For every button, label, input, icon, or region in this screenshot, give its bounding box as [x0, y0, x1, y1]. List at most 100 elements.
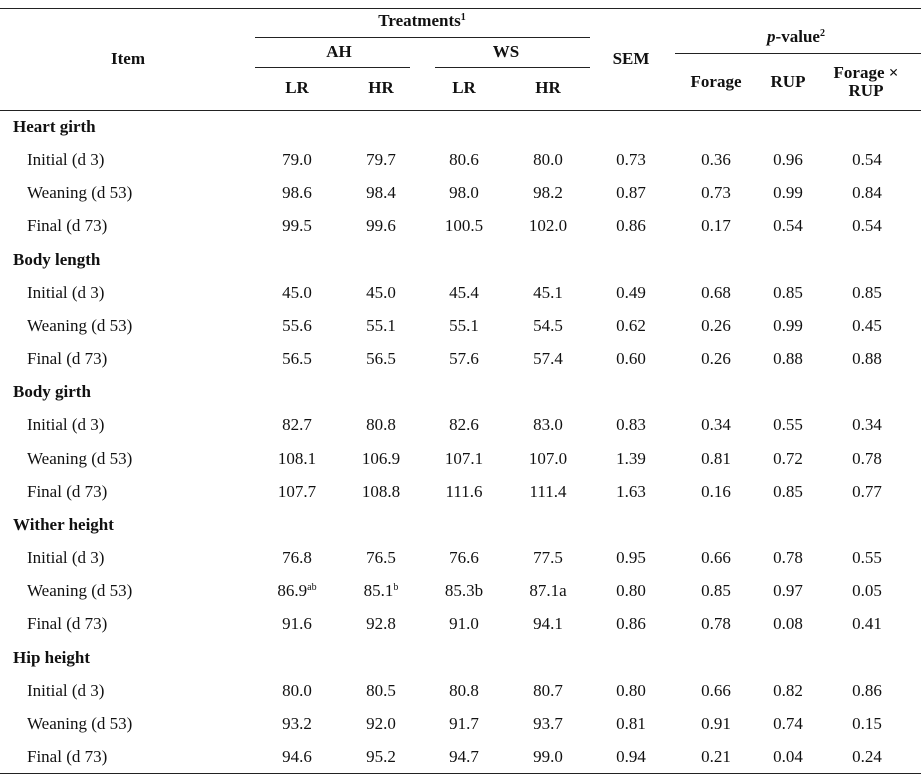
- group-label: Wither height: [13, 514, 114, 534]
- cell: 94.7: [449, 747, 479, 767]
- cell: 87.1a: [529, 581, 567, 601]
- row-label: Initial (d 3): [27, 415, 105, 435]
- sem-header: SEM: [612, 49, 650, 68]
- cell: 45.0: [366, 282, 396, 302]
- cell: 99.6: [366, 216, 396, 236]
- bottom-rule: [0, 773, 921, 774]
- item-header: Item: [111, 49, 145, 68]
- cell: 0.41: [852, 614, 882, 634]
- cell: 0.26: [701, 315, 731, 335]
- cell: 0.85: [773, 481, 803, 501]
- cell: 0.62: [616, 315, 646, 335]
- cell: 98.6: [282, 183, 312, 203]
- row-label: Initial (d 3): [27, 282, 105, 302]
- cell: 76.5: [366, 548, 396, 568]
- cell: 57.6: [449, 349, 479, 369]
- cell: 0.91: [701, 713, 731, 733]
- rule: [255, 37, 590, 38]
- cell: 0.60: [616, 349, 646, 369]
- cell: 80.5: [366, 680, 396, 700]
- treatments-text: Treatments: [378, 11, 461, 30]
- rule: [675, 53, 921, 54]
- cell: 0.78: [852, 448, 882, 468]
- cell: 0.86: [852, 680, 882, 700]
- row-label: Weaning (d 53): [27, 581, 133, 601]
- cell: 99.0: [533, 747, 563, 767]
- cell: 0.17: [701, 216, 731, 236]
- cell: 91.6: [282, 614, 312, 634]
- cell: 0.87: [616, 183, 646, 203]
- footnote-mark: 1: [460, 12, 466, 23]
- cell: 0.97: [773, 581, 803, 601]
- cell: 0.66: [701, 548, 731, 568]
- cell: 45.4: [449, 282, 479, 302]
- cell: 54.5: [533, 315, 563, 335]
- row-label: Weaning (d 53): [27, 315, 133, 335]
- cell: 99.5: [282, 216, 312, 236]
- cell: 91.7: [449, 713, 479, 733]
- cell: 55.1: [449, 315, 479, 335]
- group-label: Hip height: [13, 647, 90, 667]
- cell: 92.8: [366, 614, 396, 634]
- cell: 98.2: [533, 183, 563, 203]
- cell: 79.0: [282, 150, 312, 170]
- cell: 92.0: [366, 713, 396, 733]
- cell: 0.45: [852, 315, 882, 335]
- p-text: -value: [775, 27, 820, 46]
- rup-header: HR: [535, 78, 561, 97]
- p-column-header: RUP: [770, 72, 806, 91]
- cell: 100.5: [444, 216, 484, 236]
- cell: 56.5: [366, 349, 396, 369]
- cell: 0.78: [701, 614, 731, 634]
- cell: 55.1: [366, 315, 396, 335]
- cell: 0.73: [616, 150, 646, 170]
- cell: 0.55: [852, 548, 882, 568]
- superscript: b: [393, 582, 399, 594]
- cell: 0.80: [616, 680, 646, 700]
- row-label: Weaning (d 53): [27, 183, 133, 203]
- cell: 107.1: [444, 448, 484, 468]
- cell: 0.04: [773, 747, 803, 767]
- cell: 0.55: [773, 415, 803, 435]
- cell: 0.80: [616, 581, 646, 601]
- cell: 0.85: [701, 581, 731, 601]
- cell: 111.4: [529, 481, 567, 501]
- cell: 79.7: [366, 150, 396, 170]
- p-column-header: Forage: [690, 72, 742, 91]
- row-label: Final (d 73): [27, 349, 108, 369]
- row-label: Initial (d 3): [27, 548, 105, 568]
- cell: 0.88: [852, 349, 882, 369]
- footnote-mark: 2: [819, 28, 825, 39]
- cell: 1.63: [616, 481, 646, 501]
- cell: 45.0: [282, 282, 312, 302]
- header-rule: [0, 110, 921, 111]
- cell: 0.54: [773, 216, 803, 236]
- cell: 1.39: [616, 448, 646, 468]
- row-label: Final (d 73): [27, 614, 108, 634]
- cell: 45.1: [533, 282, 563, 302]
- cell: 0.16: [701, 481, 731, 501]
- rup-header: LR: [452, 78, 476, 97]
- row-label: Final (d 73): [27, 747, 108, 767]
- cell: 80.0: [533, 150, 563, 170]
- cell: 0.78: [773, 548, 803, 568]
- cell: 80.6: [449, 150, 479, 170]
- superscript: ab: [307, 582, 317, 594]
- cell: 85.3b: [444, 581, 484, 601]
- cell: 0.81: [701, 448, 731, 468]
- cell: 0.86: [616, 216, 646, 236]
- cell: 0.36: [701, 150, 731, 170]
- rup-header: HR: [368, 78, 394, 97]
- cell: 76.6: [449, 548, 479, 568]
- cell: 107.7: [277, 481, 317, 501]
- group-label: Heart girth: [13, 117, 96, 136]
- row-label: Initial (d 3): [27, 150, 105, 170]
- cell: 0.54: [852, 150, 882, 170]
- cell: 0.99: [773, 315, 803, 335]
- cell: 0.34: [852, 415, 882, 435]
- p-value-header: p-value2: [767, 28, 825, 46]
- cell: 111.6: [445, 481, 483, 501]
- cell: 0.99: [773, 183, 803, 203]
- cell: 82.6: [449, 415, 479, 435]
